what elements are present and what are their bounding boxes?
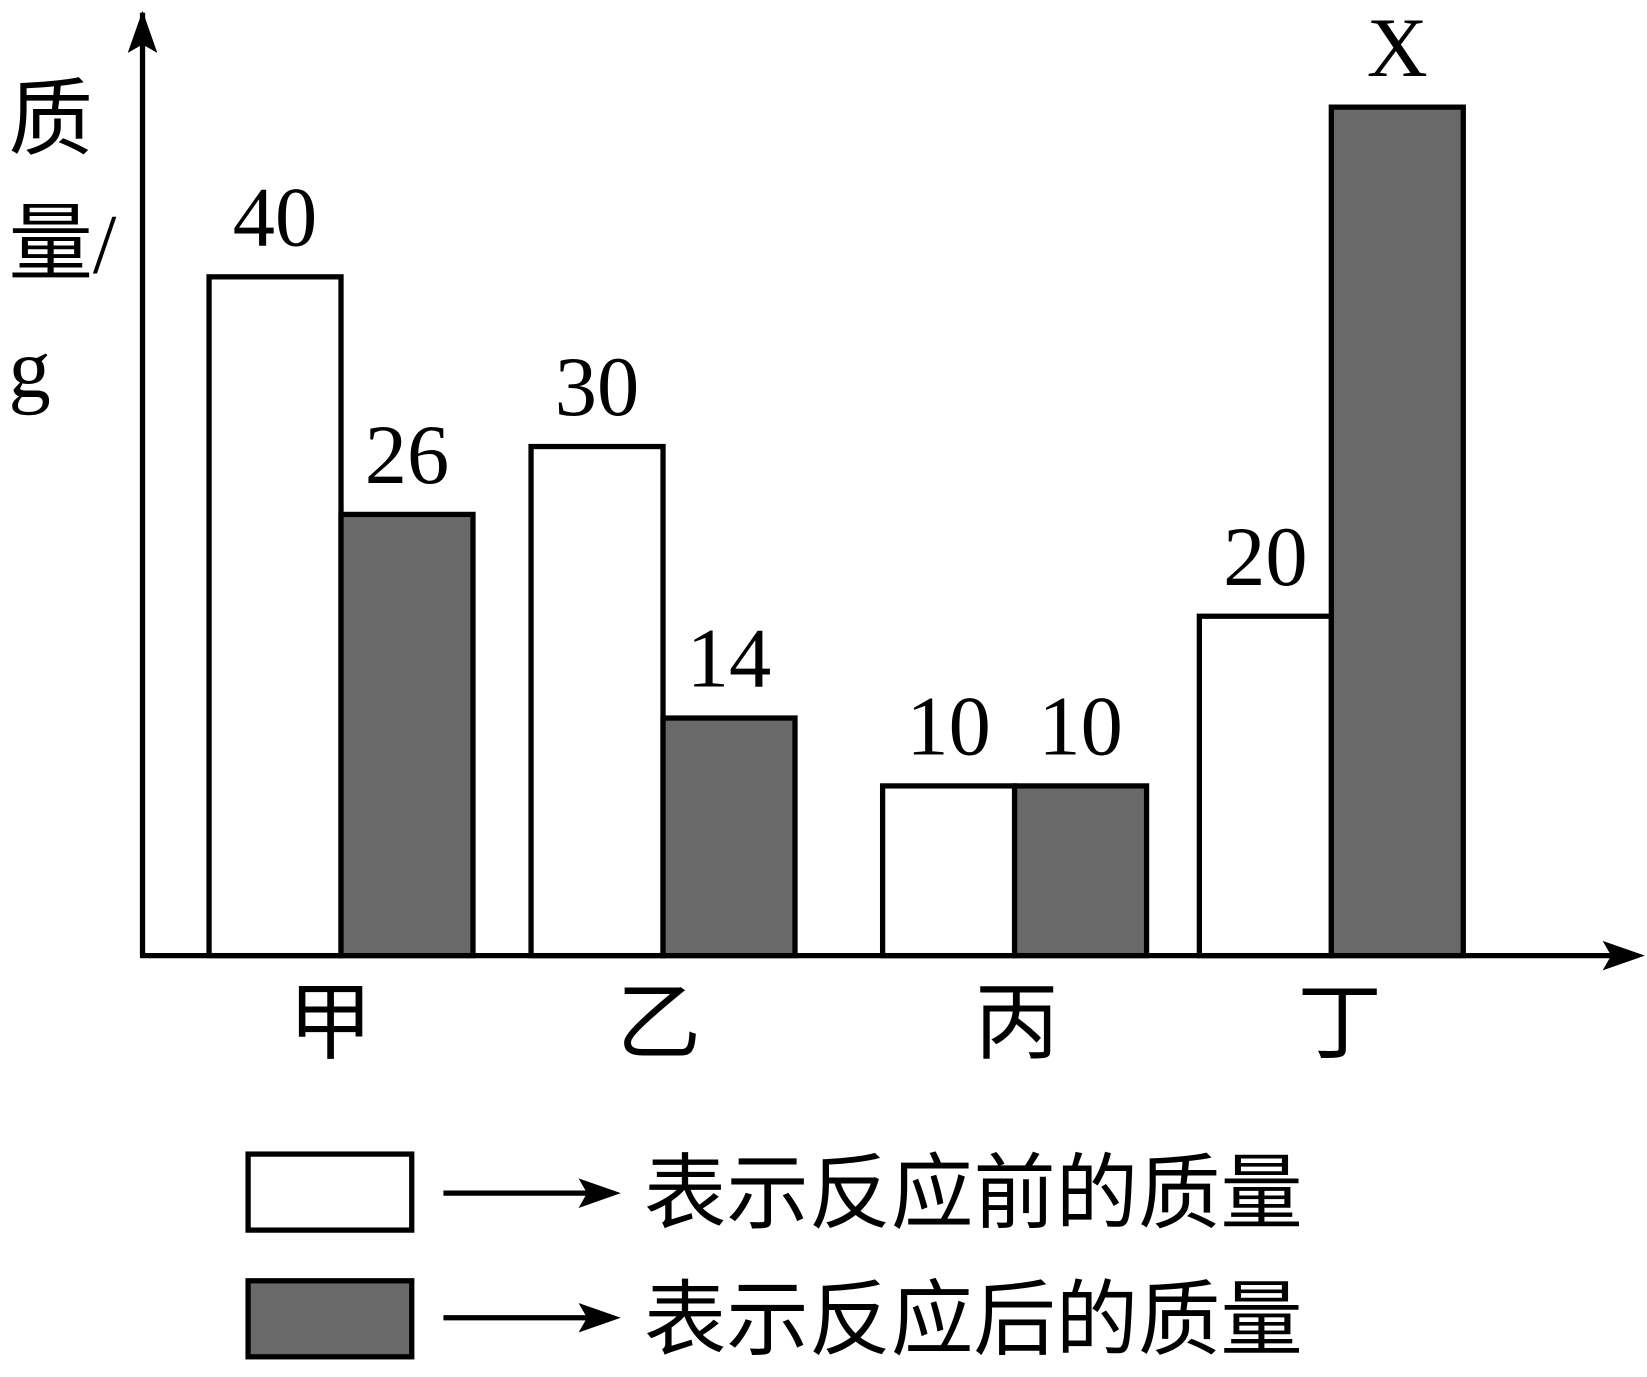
bar [1011, 783, 1150, 959]
x-tick-label: 丁 [1298, 978, 1382, 1071]
x-tick-label: 乙 [617, 978, 701, 1071]
x-arrow [1602, 940, 1645, 971]
legend-swatch [245, 1151, 415, 1233]
legend-arrow-head [578, 1302, 621, 1333]
bar [528, 443, 666, 959]
x-tick-label: 丙 [974, 978, 1058, 1071]
data-label: X [1367, 2, 1428, 95]
legend-label: 表示反应前的质量 [644, 1149, 1303, 1240]
data-label: 14 [687, 613, 771, 706]
legend-label: 表示反应后的质量 [644, 1275, 1303, 1366]
y-arrow [127, 10, 158, 53]
y-label-box: 质量/g [8, 74, 117, 417]
x-tick-label: 甲 [288, 978, 372, 1071]
data-label: 20 [1223, 511, 1307, 604]
data-label: 30 [555, 341, 639, 434]
bar [660, 715, 798, 959]
bar [1328, 104, 1466, 959]
plot: 甲 40 26 乙 30 14 丙 10 10 丁 20 X [206, 2, 1466, 1071]
bar [879, 783, 1018, 959]
data-label: 26 [365, 409, 449, 502]
legend-arrow-head [578, 1178, 621, 1208]
data-label: 40 [233, 172, 317, 265]
legend-swatch [245, 1278, 415, 1360]
legend [443, 1178, 621, 1333]
bar [206, 274, 344, 959]
bar [1196, 613, 1334, 959]
data-label: 10 [1038, 681, 1122, 774]
y-axis-label: 质量/g [8, 74, 117, 417]
bar [338, 511, 476, 959]
data-label: 10 [906, 681, 990, 774]
